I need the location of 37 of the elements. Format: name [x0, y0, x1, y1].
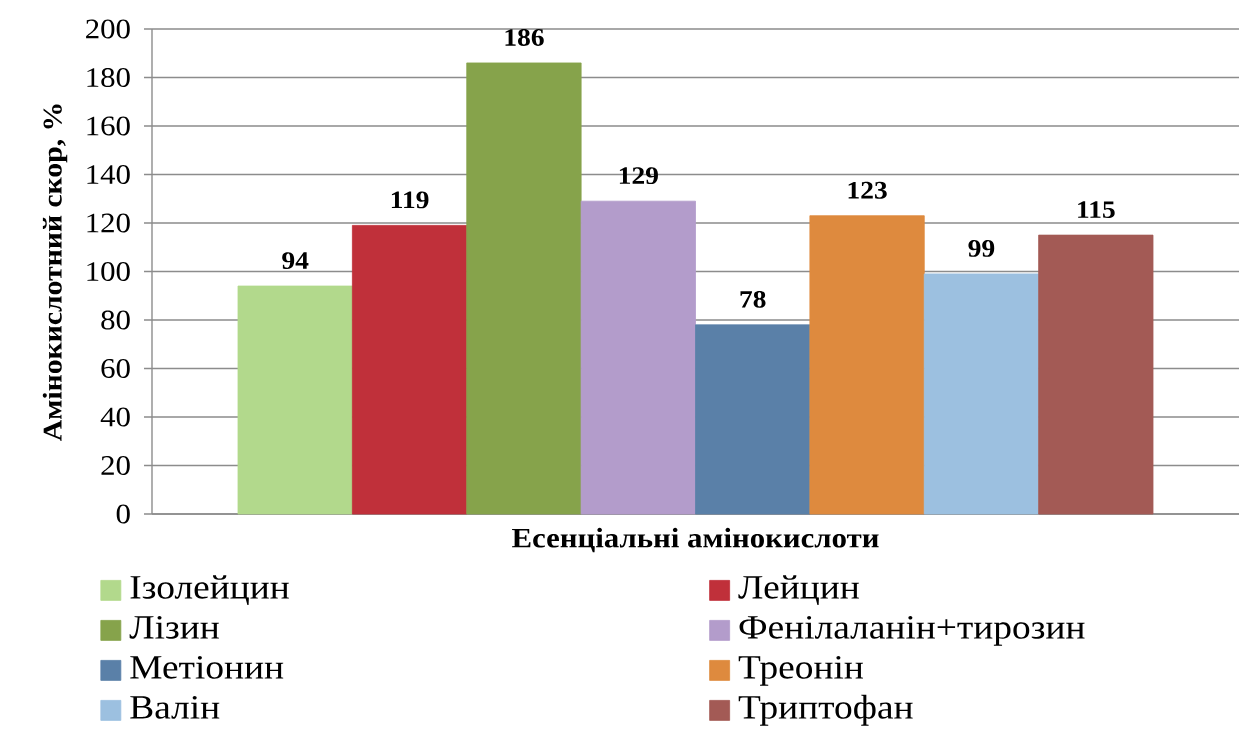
legend-label: Треонін	[738, 655, 863, 686]
data-label: 94	[282, 252, 309, 269]
y-tick-label: 120	[87, 213, 130, 233]
data-label: 129	[619, 167, 658, 185]
y-tick-label: 200	[86, 19, 130, 39]
y-tick-label: 160	[87, 116, 130, 136]
data-label: 99	[968, 240, 995, 257]
x-axis-title: Есенціальні амінокислоти	[512, 527, 879, 553]
y-tick-label: 100	[87, 262, 130, 281]
legend-label: Лейцин	[738, 575, 859, 605]
legend-label: Фенілаланін+тирозин	[739, 615, 1085, 646]
legend-label: Ізолейцин	[130, 575, 289, 605]
y-tick-label: 180	[87, 68, 130, 87]
data-label: 115	[1078, 201, 1115, 219]
bar	[1038, 234, 1154, 515]
y-tick-label: 140	[87, 165, 130, 184]
y-tick-label: 60	[101, 359, 130, 378]
legend-label: Триптофан	[738, 694, 913, 726]
data-label: 186	[505, 29, 544, 46]
data-label: 78	[740, 290, 766, 308]
bar	[580, 200, 696, 515]
legend-label: Лізин	[129, 615, 219, 639]
data-label: 123	[848, 181, 887, 199]
y-tick-label: 40	[100, 407, 130, 427]
y-tick-label: 0	[116, 504, 130, 524]
y-tick-label: 80	[101, 310, 130, 330]
bar	[237, 285, 353, 515]
bar	[351, 225, 468, 515]
legend-label: Метіонин	[130, 655, 284, 679]
bar	[809, 215, 925, 515]
bar	[695, 324, 811, 515]
y-tick-label: 20	[101, 456, 130, 475]
bar	[466, 62, 582, 515]
bar	[923, 273, 1040, 515]
y-axis-title: Амінокислотний скор, %	[42, 104, 68, 441]
legend-label: Валін	[130, 695, 220, 719]
data-label: 119	[391, 191, 429, 209]
